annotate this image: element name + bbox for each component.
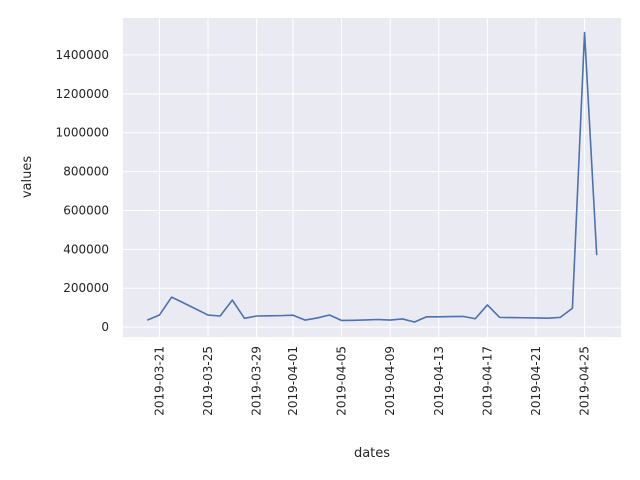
x-tick-label: 2019-04-09 <box>383 346 397 416</box>
x-tick-label: 2019-04-13 <box>432 346 446 416</box>
x-tick-label: 2019-03-21 <box>152 346 166 416</box>
y-tick-label: 400000 <box>63 242 109 256</box>
x-tick-label: 2019-04-21 <box>529 346 543 416</box>
data-line <box>146 31 598 323</box>
x-tick-label: 2019-04-01 <box>286 346 300 416</box>
y-tick-label: 600000 <box>63 203 109 217</box>
y-tick-label: 1000000 <box>56 126 109 140</box>
x-tick-label: 2019-04-17 <box>480 346 494 416</box>
y-tick-label: 1200000 <box>56 87 109 101</box>
plot-area <box>123 18 621 337</box>
x-axis-label: dates <box>354 446 390 461</box>
y-tick-label: 800000 <box>63 165 109 179</box>
y-axis-label: values <box>20 156 35 199</box>
x-tick-label: 2019-03-29 <box>250 346 264 416</box>
x-tick-label: 2019-03-25 <box>201 346 215 416</box>
x-tick-label: 2019-04-25 <box>578 346 592 416</box>
x-tick-label: 2019-04-05 <box>335 346 349 416</box>
y-tick-label: 1400000 <box>56 48 109 62</box>
y-tick-label: 0 <box>101 320 109 334</box>
y-tick-label: 200000 <box>63 281 109 295</box>
